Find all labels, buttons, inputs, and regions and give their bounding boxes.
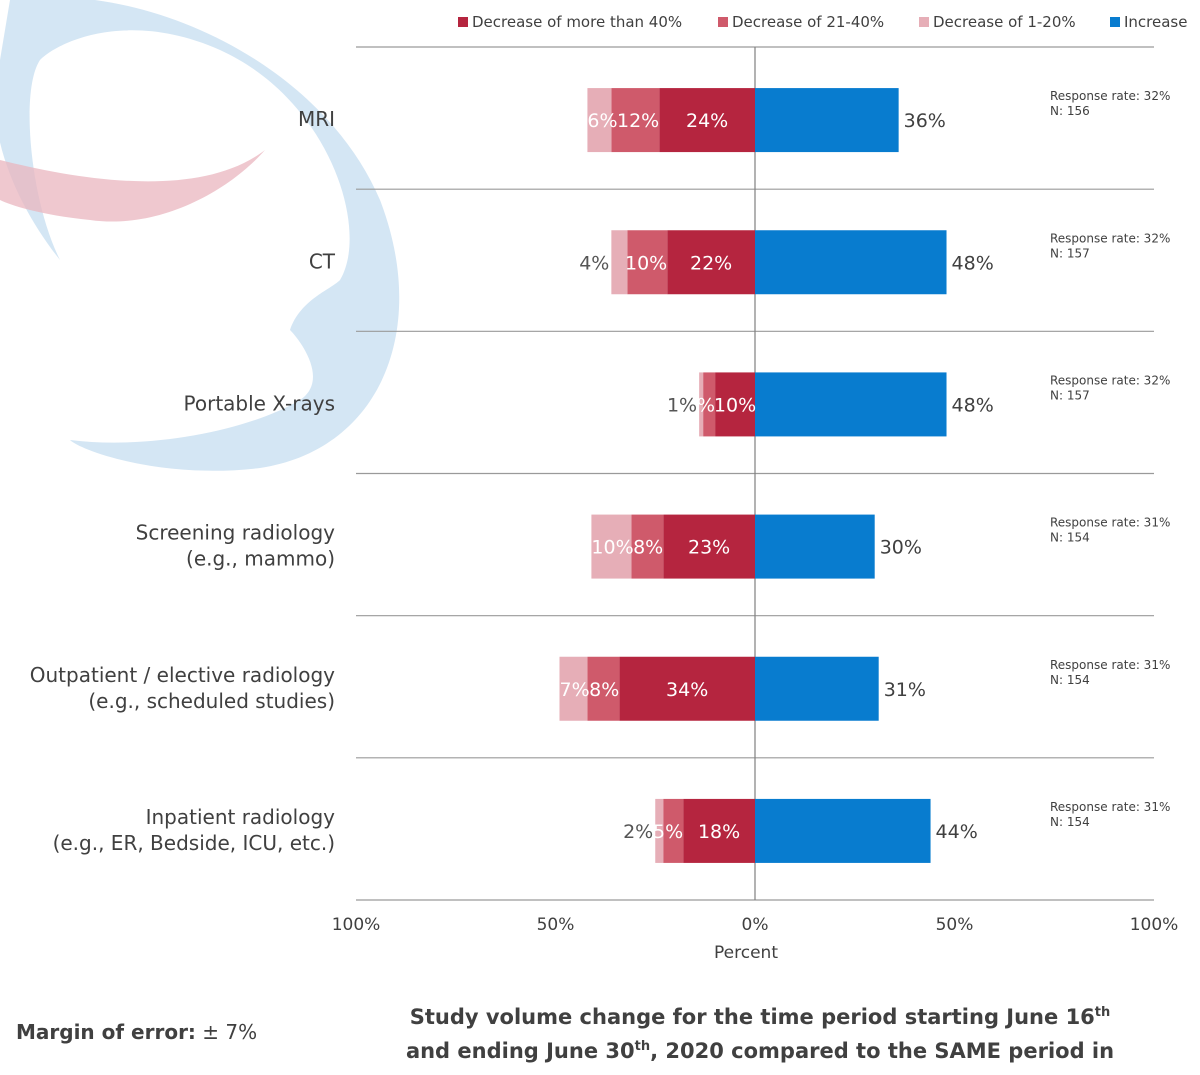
bar-segment	[755, 88, 899, 153]
bar-segment	[699, 372, 704, 437]
legend-swatch	[458, 17, 468, 27]
bar-segment	[663, 514, 755, 579]
legend-swatch	[919, 17, 929, 27]
response-annotation: N: 154	[1050, 673, 1090, 687]
bar-segment	[591, 514, 632, 579]
category-label: (e.g., scheduled studies)	[88, 689, 335, 713]
data-label: 7%	[559, 679, 589, 701]
caption-line-1: Study volume change for the time period …	[409, 1005, 1111, 1029]
data-label: 48%	[952, 394, 994, 416]
bar-segment	[619, 656, 755, 721]
response-annotation: Response rate: 31%	[1050, 658, 1170, 672]
legend-item-increase: Increase	[1110, 13, 1187, 31]
data-label: 36%	[904, 110, 946, 132]
x-axis-label: Percent	[714, 943, 778, 963]
margin-of-error-label: Margin of error:	[16, 1020, 196, 1044]
data-label: 6%	[587, 110, 617, 132]
legend: Decrease of 1-20%	[919, 13, 1076, 31]
legend-swatch	[718, 17, 728, 27]
margin-of-error: Margin of error: ± 7%	[16, 1020, 257, 1044]
x-tick-label: 100%	[1130, 915, 1179, 935]
response-annotation: N: 157	[1050, 246, 1090, 260]
bar-segment	[755, 656, 879, 721]
category-label: Inpatient radiology	[146, 805, 336, 829]
data-label: 1%	[667, 394, 697, 416]
bar-segment	[655, 798, 664, 863]
data-label: 2%	[623, 821, 653, 843]
data-label: 10%	[714, 394, 756, 416]
bar-segment	[755, 514, 875, 579]
bar-segment	[755, 372, 947, 437]
response-annotation: Response rate: 31%	[1050, 516, 1170, 530]
category-label: MRI	[298, 107, 335, 131]
data-label: 18%	[698, 821, 740, 843]
legend-item-decrease-21-40: Decrease of 21-40%	[718, 13, 884, 31]
bar-segment	[755, 798, 931, 863]
bar-segment	[703, 372, 716, 437]
data-label: 12%	[617, 110, 659, 132]
category-label: Screening radiology	[136, 521, 336, 545]
bar-segment	[627, 230, 668, 295]
legend-item-decrease-40plus: Decrease of more than 40%	[458, 13, 682, 31]
legend-swatch	[1110, 17, 1120, 27]
data-label: 5%	[653, 821, 683, 843]
bar-segment	[659, 88, 755, 153]
x-tick-label: 50%	[537, 915, 575, 935]
data-label: 4%	[579, 252, 609, 274]
data-label: 34%	[666, 679, 708, 701]
legend-label: Decrease of more than 40%	[472, 13, 683, 31]
bar-segment	[667, 230, 755, 295]
x-tick-label: 0%	[742, 915, 769, 935]
legend-label: Increase	[1124, 13, 1188, 31]
bar-segment	[715, 372, 755, 437]
margin-of-error-value: ± 7%	[202, 1020, 258, 1044]
background-watermark-logo	[0, 0, 400, 471]
category-label: (e.g., mammo)	[186, 547, 335, 571]
legend-label: Decrease of 21-40%	[732, 13, 885, 31]
category-label: CT	[309, 249, 336, 273]
data-label: 8%	[589, 679, 619, 701]
data-label: 3%	[685, 394, 715, 416]
data-label: 24%	[686, 110, 728, 132]
legend-label: Decrease of 1-20%	[933, 13, 1076, 31]
data-label: 31%	[884, 679, 926, 701]
bar-segment	[587, 656, 620, 721]
response-annotation: Response rate: 31%	[1050, 800, 1170, 814]
bar-segment	[631, 514, 664, 579]
response-annotation: Response rate: 32%	[1050, 89, 1170, 103]
bar-segment	[587, 88, 612, 153]
data-label: 22%	[690, 252, 732, 274]
caption-line-2: and ending June 30th, 2020 compared to t…	[405, 1039, 1115, 1063]
legend: Decrease of 21-40%	[718, 13, 884, 31]
bar-segment	[663, 798, 684, 863]
response-annotation: N: 156	[1050, 104, 1090, 118]
data-label: 30%	[880, 537, 922, 559]
bar-segment	[611, 88, 660, 153]
bar-segment	[755, 230, 947, 295]
bar-segment	[611, 230, 628, 295]
legend: Increase	[1110, 13, 1187, 31]
response-annotation: N: 157	[1050, 388, 1090, 402]
chart-caption: Study volume change for the time period …	[340, 998, 1180, 1066]
legend-item-decrease-1-20: Decrease of 1-20%	[919, 13, 1076, 31]
response-annotation: N: 154	[1050, 531, 1090, 545]
data-label: 44%	[936, 821, 978, 843]
data-label: 8%	[633, 537, 663, 559]
data-label: 48%	[952, 252, 994, 274]
response-annotation: Response rate: 32%	[1050, 231, 1170, 245]
data-label: 10%	[625, 252, 667, 274]
x-tick-label: 100%	[332, 915, 381, 935]
data-label: 23%	[688, 537, 730, 559]
bar-segment	[683, 798, 755, 863]
category-label: Outpatient / elective radiology	[30, 663, 335, 687]
response-annotation: Response rate: 32%	[1050, 373, 1170, 387]
response-annotation: N: 154	[1050, 815, 1090, 829]
x-tick-label: 50%	[936, 915, 974, 935]
legend: Decrease of more than 40%	[458, 13, 682, 31]
data-label: 10%	[591, 537, 633, 559]
bar-segment	[559, 656, 588, 721]
category-label: Portable X-rays	[184, 391, 335, 415]
category-label: (e.g., ER, Bedside, ICU, etc.)	[53, 831, 335, 855]
